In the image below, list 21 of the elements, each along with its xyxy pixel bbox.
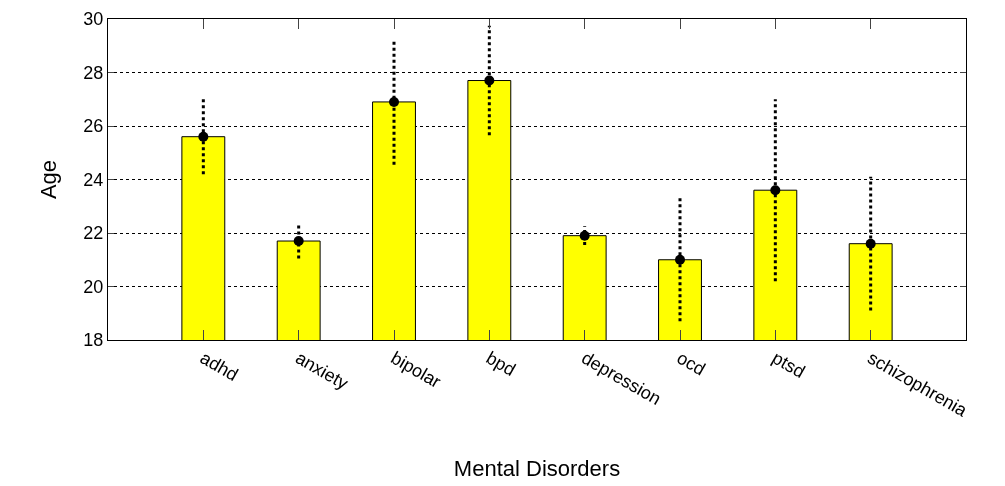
x-tick-label: ptsd bbox=[768, 347, 809, 382]
point bbox=[484, 75, 495, 86]
x-tick-label: ocd bbox=[673, 347, 709, 380]
x-tick-label: bpd bbox=[482, 347, 519, 380]
y-tick-label: 26 bbox=[83, 116, 104, 137]
point bbox=[198, 131, 209, 142]
y-tick-label: 20 bbox=[83, 276, 104, 297]
point bbox=[770, 185, 781, 196]
point bbox=[579, 230, 590, 241]
y-axis-title: Age bbox=[36, 159, 62, 200]
y-tick-label: 22 bbox=[83, 223, 104, 244]
point bbox=[675, 254, 685, 265]
point bbox=[389, 96, 399, 107]
y-tick-label: 30 bbox=[83, 9, 104, 30]
y-tick-label: 24 bbox=[83, 169, 104, 190]
x-tick-label: adhd bbox=[196, 347, 242, 385]
y-tick-label: 18 bbox=[83, 330, 104, 351]
x-axis-title: Mental Disorders bbox=[453, 455, 621, 481]
point bbox=[865, 238, 876, 249]
y-tick-label: 28 bbox=[83, 62, 104, 83]
point bbox=[293, 236, 304, 247]
